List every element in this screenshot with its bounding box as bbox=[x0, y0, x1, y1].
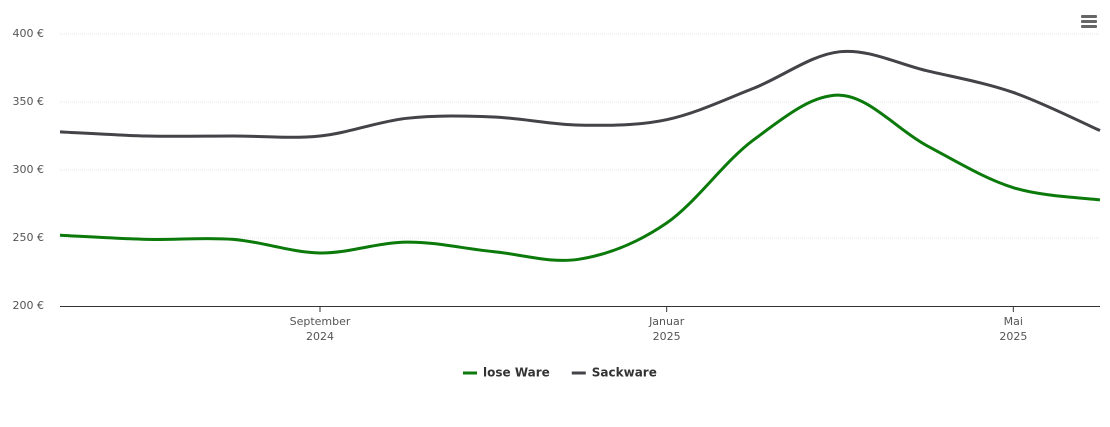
x-tick-label: September 2024 bbox=[290, 315, 351, 343]
y-tick-label: 400 € bbox=[13, 27, 45, 40]
y-tick-label: 250 € bbox=[13, 231, 45, 244]
legend-label: lose Ware bbox=[483, 366, 550, 380]
menu-bar bbox=[1081, 20, 1097, 23]
x-tick-label: Januar 2025 bbox=[648, 315, 685, 343]
y-tick-label: 200 € bbox=[13, 299, 45, 312]
legend-label: Sackware bbox=[592, 366, 657, 380]
menu-bar bbox=[1081, 25, 1097, 28]
legend: lose Ware Sackware bbox=[463, 366, 657, 380]
menu-icon[interactable] bbox=[1081, 15, 1097, 28]
series-line bbox=[59, 49, 1101, 139]
legend-item[interactable]: lose Ware bbox=[463, 366, 550, 380]
y-tick-label: 350 € bbox=[13, 95, 45, 108]
x-tick-label: Mai 2025 bbox=[999, 315, 1027, 343]
menu-bar bbox=[1081, 15, 1097, 18]
series-line bbox=[59, 93, 1101, 262]
y-tick-label: 300 € bbox=[13, 163, 45, 176]
legend-item[interactable]: Sackware bbox=[571, 366, 657, 380]
